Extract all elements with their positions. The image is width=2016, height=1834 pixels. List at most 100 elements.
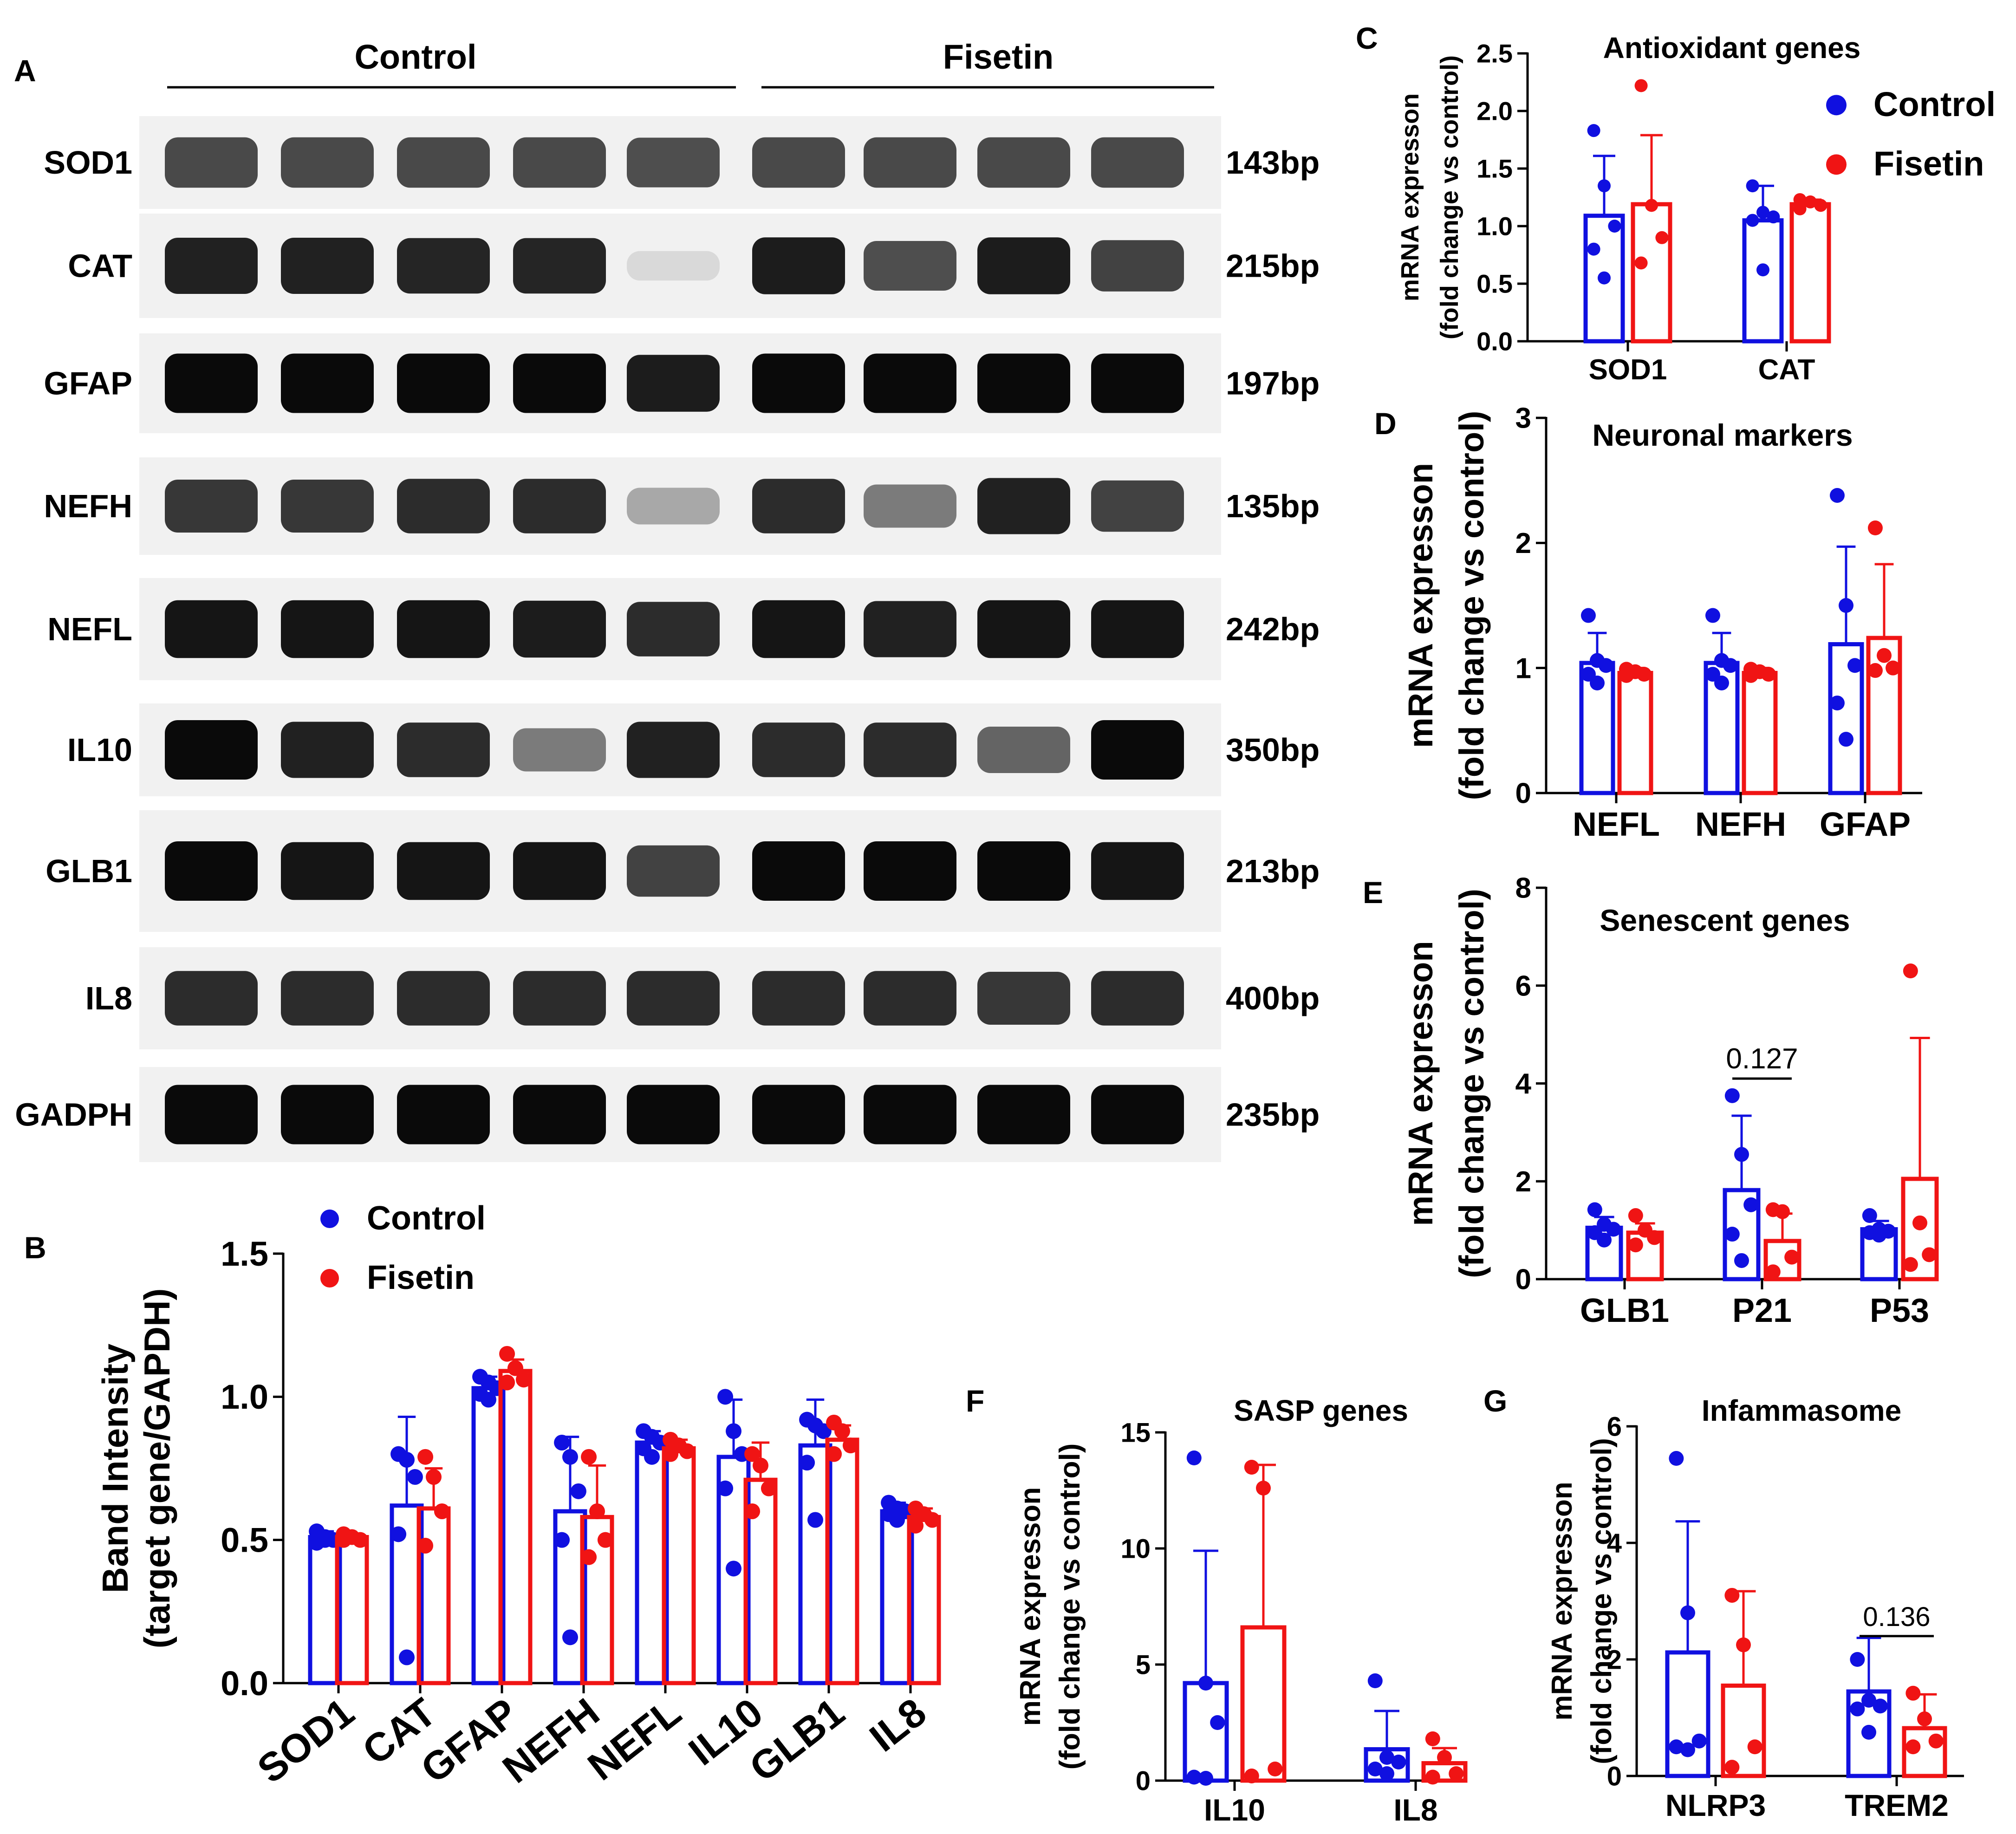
data-point-control-nlrp3	[1680, 1742, 1695, 1757]
data-point-control-nlrp3	[1680, 1605, 1695, 1620]
x-tick-label: P21	[1732, 1292, 1792, 1329]
data-point-fisetin-sod1	[1645, 199, 1658, 212]
gel-band	[165, 841, 258, 901]
bar-fisetin-p53	[1901, 1177, 1939, 1281]
y-tick-label: 3	[1515, 403, 1531, 435]
gel-band	[627, 602, 720, 657]
data-point-control-nefh	[554, 1435, 570, 1450]
data-point-fisetin-glb1	[1628, 1208, 1643, 1223]
data-point-fisetin-il8	[1425, 1769, 1440, 1785]
chart-d-neuronal-markers: 0 1 2 3 mRNA expresson (fold change vs contro…	[1401, 403, 1922, 843]
gel-band	[977, 237, 1070, 294]
data-point-control-nefh	[1705, 608, 1720, 623]
data-point-fisetin-nlrp3	[1736, 1637, 1751, 1652]
gel-band	[513, 479, 606, 533]
data-point-control-glb1	[1587, 1202, 1602, 1217]
data-point-control-gfap	[1847, 658, 1863, 673]
data-point-control-il8	[1379, 1750, 1394, 1765]
gel-row-size-label: 242bp	[1226, 611, 1320, 647]
gel-row-gene-label: NEFL	[47, 611, 132, 647]
bar-control-trem2	[1846, 1689, 1892, 1778]
data-point-fisetin-trem2	[1917, 1711, 1932, 1727]
gel-row-gene-label: GFAP	[44, 365, 132, 402]
y-tick-label: 1.5	[221, 1235, 268, 1273]
data-point-fisetin-sod1	[1634, 256, 1648, 270]
gel-row-size-label: 197bp	[1226, 365, 1320, 402]
gel-band	[397, 353, 490, 413]
data-point-control-glb1	[807, 1512, 823, 1528]
gel-band	[397, 1085, 490, 1145]
data-point-control-nefh	[562, 1629, 578, 1645]
significance-label: 0.136	[1863, 1602, 1930, 1632]
gel-band	[977, 600, 1070, 658]
gel-band	[977, 1085, 1070, 1145]
data-point-control-nlrp3	[1669, 1451, 1684, 1466]
gel-group-control-label: Control	[354, 38, 476, 76]
bar-control-sod1	[1583, 214, 1625, 344]
data-point-control-cat	[390, 1526, 407, 1542]
gel-band	[1091, 600, 1184, 658]
data-point-control-il8	[1367, 1673, 1383, 1688]
data-point-fisetin-gfap	[507, 1360, 523, 1376]
data-point-fisetin-nefh	[1743, 668, 1758, 683]
data-point-fisetin-il8	[1449, 1766, 1464, 1781]
gel-band	[1091, 1085, 1184, 1145]
data-point-fisetin-cat	[1804, 195, 1817, 208]
x-tick-label: NEFH	[494, 1690, 608, 1792]
legend-label-control: Control	[367, 1200, 486, 1237]
chart-title: Neuronal markers	[1592, 418, 1853, 452]
data-point-fisetin-nlrp3	[1724, 1587, 1740, 1603]
panel-label-a: A	[14, 53, 36, 88]
y-tick-label: 1.0	[1476, 212, 1513, 241]
data-point-fisetin-sod1	[1634, 79, 1648, 92]
data-point-control-p21	[1724, 1227, 1740, 1242]
data-point-control-trem2	[1850, 1701, 1865, 1717]
gel-band	[864, 484, 956, 528]
data-point-fisetin-gfap	[499, 1374, 515, 1391]
data-point-control-gfap	[1829, 488, 1845, 503]
panel-label-g: G	[1483, 1384, 1507, 1418]
data-point-fisetin-nefl	[679, 1443, 695, 1459]
y-axis-label-units: (fold change vs control)	[1436, 55, 1463, 339]
gel-band	[397, 842, 490, 900]
legend-marker-fisetin	[1826, 154, 1847, 175]
data-point-fisetin-cat	[417, 1449, 434, 1465]
y-tick-label: 4	[1607, 1528, 1622, 1558]
gel-band	[165, 971, 258, 1026]
gel-row-gene-label: SOD1	[44, 144, 132, 181]
data-point-control-trem2	[1850, 1652, 1865, 1667]
gel-band	[864, 137, 956, 188]
data-point-fisetin-cat	[1793, 193, 1807, 206]
data-point-control-il10	[1198, 1676, 1213, 1691]
y-axis-label: Band Intensity	[95, 1344, 136, 1593]
gel-band	[752, 971, 845, 1026]
gel-row-size-label: 215bp	[1226, 248, 1320, 284]
data-point-fisetin-sod1	[352, 1532, 368, 1548]
gel-band	[1091, 842, 1184, 900]
y-tick-label: 0	[1607, 1761, 1622, 1791]
data-point-fisetin-sod1	[336, 1532, 352, 1548]
y-tick-label: 0	[1515, 778, 1531, 810]
x-tick-label: IL8	[862, 1690, 935, 1760]
data-point-fisetin-il10	[1244, 1769, 1259, 1783]
chart-title: SASP genes	[1234, 1394, 1408, 1427]
gel-band	[281, 137, 374, 188]
data-point-fisetin-nefh	[1761, 667, 1776, 682]
gel-band	[864, 601, 956, 657]
bar-fisetin-nefl	[1617, 670, 1653, 795]
gel-band	[513, 137, 606, 188]
y-tick-label: 0.5	[221, 1521, 268, 1560]
gel-band	[165, 137, 258, 188]
data-point-control-nlrp3	[1691, 1733, 1707, 1749]
gel-band	[977, 137, 1070, 188]
gel-band	[627, 355, 720, 412]
data-point-fisetin-nefh	[589, 1503, 605, 1519]
data-point-fisetin-p21	[1765, 1264, 1781, 1280]
data-point-control-nefl	[1590, 675, 1605, 690]
data-point-control-sod1	[1598, 179, 1611, 193]
data-point-control-glb1	[1597, 1232, 1612, 1248]
x-tick-label: IL10	[1204, 1793, 1265, 1827]
chart-title: Infammasome	[1702, 1394, 1901, 1427]
bar-fisetin-sod1	[1631, 202, 1672, 344]
y-tick-label: 0.0	[221, 1664, 268, 1703]
